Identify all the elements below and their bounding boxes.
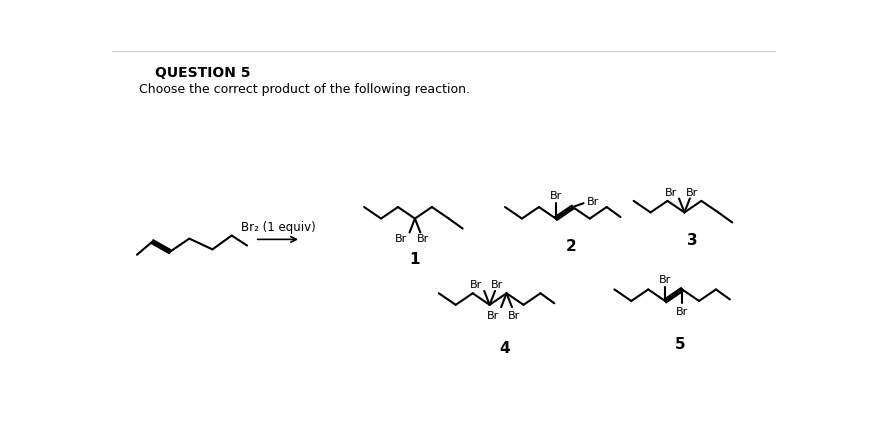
Text: Br: Br — [470, 280, 482, 289]
Text: Br: Br — [550, 191, 562, 201]
Text: 2: 2 — [566, 239, 577, 253]
Text: Br: Br — [417, 233, 429, 243]
Text: Br: Br — [664, 187, 677, 197]
Text: Br₂ (1 equiv): Br₂ (1 equiv) — [241, 220, 315, 233]
Text: QUESTION 5: QUESTION 5 — [155, 65, 250, 80]
Text: 4: 4 — [500, 340, 510, 355]
Text: 1: 1 — [410, 252, 420, 267]
Text: Br: Br — [587, 197, 599, 206]
Text: Br: Br — [676, 306, 688, 316]
Text: 5: 5 — [675, 336, 686, 351]
Text: Br: Br — [508, 310, 521, 320]
Text: Br: Br — [686, 187, 699, 197]
Text: Br: Br — [395, 233, 407, 243]
Text: Br: Br — [492, 280, 503, 289]
Text: Choose the correct product of the following reaction.: Choose the correct product of the follow… — [139, 82, 470, 95]
Text: Br: Br — [659, 275, 671, 285]
Text: 3: 3 — [687, 232, 698, 247]
Text: Br: Br — [486, 310, 499, 320]
